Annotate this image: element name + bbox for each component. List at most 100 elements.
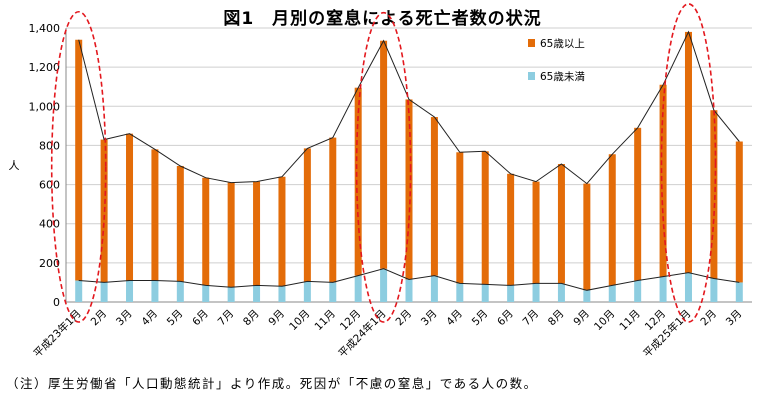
y-tick-label: 0: [53, 296, 60, 309]
bar-under65: [405, 279, 413, 302]
bar-under65: [202, 285, 210, 302]
bar-over65: [659, 84, 667, 277]
bar-under65: [380, 268, 388, 302]
bar-under65: [329, 282, 337, 302]
bar-over65: [151, 149, 159, 281]
bar-under65: [253, 285, 261, 302]
y-tick-label: 1,400: [29, 22, 61, 35]
x-tick-label: 9月: [266, 308, 287, 329]
bar-under65: [735, 282, 743, 302]
bar-under65: [710, 278, 718, 302]
x-tick-label: 3月: [724, 308, 745, 329]
bar-under65: [100, 282, 108, 302]
bar-over65: [303, 148, 311, 282]
bar-under65: [227, 287, 235, 302]
bar-under65: [126, 280, 134, 302]
bar-over65: [278, 176, 286, 287]
x-tick-label: 6月: [495, 308, 516, 329]
bar-over65: [557, 164, 565, 284]
x-tick-label: 平成25年1月: [641, 307, 694, 360]
bar-over65: [354, 87, 362, 276]
bar-under65: [557, 283, 565, 302]
bar-under65: [456, 283, 464, 302]
bar-over65: [253, 181, 261, 286]
x-tick-label: 7月: [216, 308, 237, 329]
bar-under65: [430, 275, 438, 302]
x-tick-label: 4月: [444, 308, 465, 329]
x-tick-label: 9月: [571, 308, 592, 329]
bar-under65: [303, 281, 311, 302]
x-tick-label: 6月: [190, 308, 211, 329]
x-tick-label: 2月: [698, 308, 719, 329]
bar-over65: [456, 152, 464, 284]
bar-over65: [710, 110, 718, 279]
bar-over65: [430, 117, 438, 276]
x-tick-label: 3月: [114, 308, 135, 329]
y-tick-label: 400: [39, 218, 60, 231]
bar-under65: [608, 285, 616, 302]
x-tick-label: 5月: [165, 308, 186, 329]
bar-over65: [532, 181, 540, 284]
x-tick-label: 8月: [241, 308, 262, 329]
x-tick-label: 平成24年1月: [336, 307, 389, 360]
bar-under65: [507, 285, 515, 302]
bar-over65: [380, 40, 388, 269]
y-tick-label: 1,000: [29, 100, 61, 113]
x-tick-label: 11月: [313, 308, 338, 333]
y-tick-label: 600: [39, 179, 60, 192]
y-tick-label: 800: [39, 139, 60, 152]
bar-over65: [329, 137, 337, 283]
bar-under65: [481, 284, 489, 302]
x-tick-label: 10月: [287, 308, 312, 333]
bar-over65: [126, 133, 134, 281]
bar-over65: [227, 182, 235, 288]
bar-under65: [278, 286, 286, 302]
bar-under65: [583, 290, 591, 302]
legend-swatch-over65: [528, 39, 535, 47]
bar-over65: [75, 39, 83, 281]
x-tick-label: 3月: [419, 308, 440, 329]
highlight-ellipse: [355, 11, 412, 323]
x-tick-label: 11月: [617, 308, 642, 333]
bar-over65: [684, 31, 692, 273]
x-tick-label: 5月: [470, 308, 491, 329]
y-tick-label: 200: [39, 257, 60, 270]
x-tick-label: 7月: [521, 308, 542, 329]
bar-over65: [507, 173, 515, 286]
chart-title: 図1 月別の窒息による死亡者数の状況: [223, 9, 542, 29]
bar-over65: [481, 151, 489, 285]
bar-over65: [634, 127, 642, 281]
bar-under65: [176, 281, 184, 302]
x-tick-label: 10月: [592, 308, 617, 333]
x-tick-label: 4月: [139, 308, 160, 329]
bar-under65: [354, 275, 362, 302]
bar-over65: [608, 154, 616, 286]
x-tick-label: 2月: [393, 308, 414, 329]
bar-over65: [176, 165, 184, 282]
x-tick-label: 平成23年1月: [31, 307, 84, 360]
legend-label-under65: 65歳未満: [540, 71, 585, 83]
bar-under65: [684, 272, 692, 302]
bar-over65: [735, 141, 743, 283]
highlight-ellipse: [50, 10, 107, 323]
under65-line: [78, 268, 740, 291]
bar-under65: [659, 276, 667, 302]
source-note: （注）厚生労働省「人口動態統計」より作成。死因が「不慮の窒息」である人の数。: [6, 376, 538, 391]
x-tick-label: 8月: [546, 308, 567, 329]
bar-under65: [532, 283, 540, 302]
bar-over65: [405, 99, 413, 280]
y-tick-label: 1,200: [29, 61, 61, 74]
highlight-ellipse: [660, 3, 717, 323]
x-tick-label: 2月: [89, 308, 110, 329]
total-line: [78, 30, 740, 185]
y-axis-label: 人: [9, 159, 20, 172]
bar-under65: [634, 280, 642, 302]
legend-swatch-under65: [528, 72, 535, 80]
bar-over65: [202, 177, 210, 286]
bar-under65: [151, 280, 159, 302]
bar-under65: [75, 280, 83, 302]
legend-label-over65: 65歳以上: [540, 38, 585, 50]
bar-over65: [583, 183, 591, 291]
